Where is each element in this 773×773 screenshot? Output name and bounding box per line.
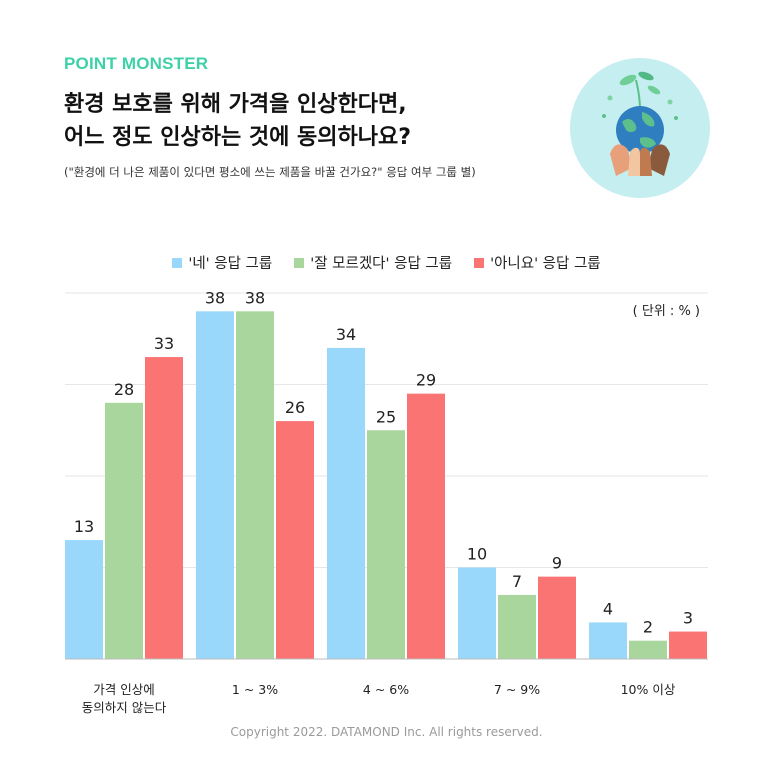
data-label: 28 [114, 380, 134, 399]
legend-item-unsure: '잘 모르겠다' 응답 그룹 [294, 252, 452, 273]
bar [498, 594, 536, 659]
chart-title: 환경 보호를 위해 가격을 인상한다면, 어느 정도 인상하는 것에 동의하나요… [64, 88, 411, 154]
data-label: 38 [205, 288, 225, 307]
legend-label-no: '아니요' 응답 그룹 [490, 256, 601, 272]
data-label: 10 [467, 545, 487, 564]
category-label: 동의하지 않는다 [82, 700, 167, 715]
unit-label: ( 단위 : % ) [632, 304, 700, 319]
legend-swatch-no [474, 257, 485, 268]
data-label: 9 [552, 554, 562, 573]
data-label: 4 [603, 599, 613, 618]
bar [65, 540, 103, 659]
bar [327, 347, 365, 659]
copyright-notice: Copyright 2022. DATAMOND Inc. All rights… [230, 725, 543, 739]
title-line-1: 환경 보호를 위해 가격을 인상한다면, [64, 92, 407, 117]
bar [589, 622, 627, 659]
brand-logo: POINT MONSTER [64, 54, 209, 73]
category-label: 10% 이상 [621, 682, 676, 697]
legend-label-yes: '네' 응답 그룹 [188, 256, 273, 272]
data-label: 34 [336, 325, 356, 344]
title-line-2: 어느 정도 인상하는 것에 동의하나요? [64, 125, 411, 150]
legend-label-unsure: '잘 모르겠다' 응답 그룹 [310, 256, 453, 272]
data-label: 25 [376, 407, 396, 426]
data-label: 38 [245, 288, 265, 307]
bar [538, 576, 576, 659]
chart-legend: '네' 응답 그룹 '잘 모르겠다' 응답 그룹 '아니요' 응답 그룹 [0, 252, 773, 273]
data-label: 2 [643, 618, 653, 637]
earth-in-hands-icon [570, 58, 710, 198]
bar [367, 430, 405, 659]
bar [145, 357, 183, 659]
data-label: 3 [683, 609, 693, 628]
data-label: 29 [416, 371, 436, 390]
bar [196, 311, 234, 659]
category-label: 가격 인상에 [93, 682, 154, 697]
legend-swatch-unsure [294, 257, 305, 268]
data-label: 26 [285, 398, 305, 417]
data-label: 33 [154, 334, 174, 353]
data-label: 7 [512, 572, 522, 591]
chart-subtitle: ("환경에 더 나은 제품이 있다면 평소에 쓰는 제품을 바꿀 건가요?" 응… [64, 165, 476, 179]
legend-item-no: '아니요' 응답 그룹 [474, 252, 601, 273]
bar [276, 421, 314, 659]
category-label: 1 ~ 3% [232, 682, 278, 697]
bar [458, 567, 496, 659]
bar [669, 631, 707, 659]
bar [407, 393, 445, 659]
legend-item-yes: '네' 응답 그룹 [172, 252, 272, 273]
bar [236, 311, 274, 659]
legend-swatch-yes [172, 257, 183, 268]
bar [105, 402, 143, 659]
category-label: 4 ~ 6% [363, 682, 409, 697]
category-label: 7 ~ 9% [494, 682, 540, 697]
bar [629, 640, 667, 659]
data-label: 13 [74, 517, 94, 536]
